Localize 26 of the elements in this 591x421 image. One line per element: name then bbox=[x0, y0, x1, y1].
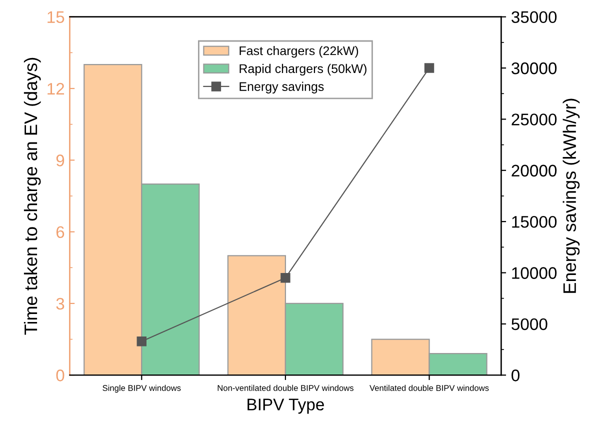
point bbox=[424, 63, 434, 73]
y-tick-label: 9 bbox=[56, 154, 64, 166]
y2-tick-label: 5000 bbox=[512, 318, 548, 330]
y2-tick-label: 30000 bbox=[512, 62, 557, 74]
y2-tick-label: 25000 bbox=[512, 114, 557, 126]
y2-tick-label: 35000 bbox=[512, 11, 557, 24]
legend-label: Fast chargers (22kW) bbox=[240, 46, 358, 58]
x-tick-label: Single BIPV windows bbox=[102, 384, 181, 393]
y-tick-label: 12 bbox=[48, 82, 64, 95]
y-axis-title: Time taken to charge an EV (days) bbox=[24, 58, 41, 335]
y-tick-label: 0 bbox=[56, 370, 64, 382]
y-tick-label: 3 bbox=[56, 298, 64, 310]
y2-tick-label: 15000 bbox=[512, 216, 557, 228]
legend-label: Energy savings bbox=[240, 82, 324, 94]
y-tick-label: 6 bbox=[56, 226, 64, 238]
y2-axis-title: Energy savings (kWh/yr) bbox=[562, 98, 580, 293]
x-tick-label: Ventilated double BIPV windows bbox=[370, 384, 489, 391]
y2-tick-label: 20000 bbox=[512, 164, 557, 177]
x-tick-label: Non-ventilated double BIPV windows bbox=[218, 384, 354, 391]
y2-tick-label: 0 bbox=[512, 370, 520, 382]
x-axis-title: BIPV Type bbox=[248, 398, 324, 414]
point bbox=[136, 336, 147, 346]
y2-tick-label: 10000 bbox=[512, 267, 557, 279]
y-tick-label: 15 bbox=[48, 11, 64, 24]
point bbox=[280, 273, 290, 283]
legend-label: Rapid chargers (50kW) bbox=[240, 64, 366, 76]
